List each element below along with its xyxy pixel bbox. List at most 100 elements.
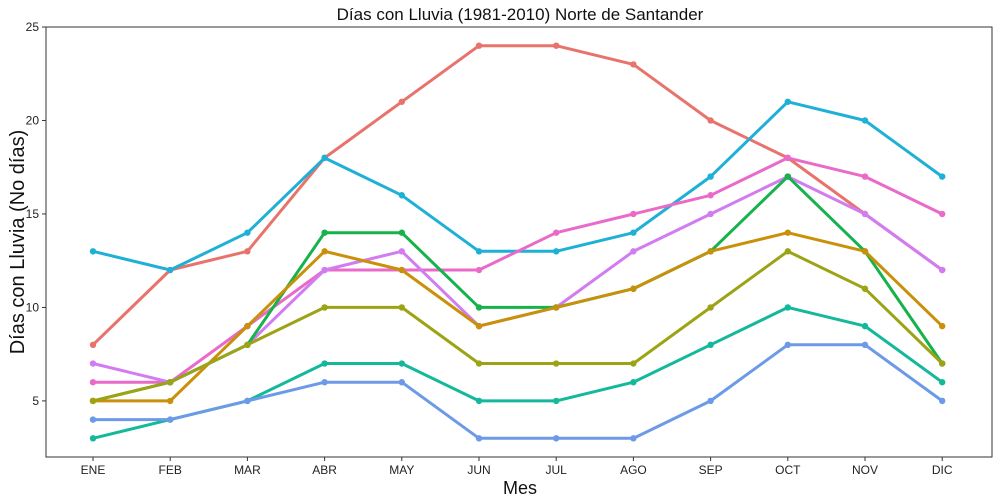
data-point: [475, 397, 483, 405]
data-point: [244, 322, 251, 330]
data-point: [244, 229, 251, 236]
data-point: [707, 210, 714, 218]
series-line: [91, 156, 944, 384]
y-tick-label: 5: [32, 394, 39, 408]
data-point: [861, 117, 869, 124]
data-point: [553, 397, 560, 405]
series-line: [91, 44, 944, 347]
data-point: [939, 210, 946, 218]
data-point: [89, 379, 97, 386]
data-point: [167, 379, 174, 386]
y-axis-label: Días con Lluvia (No días): [7, 130, 29, 355]
data-point: [553, 229, 560, 236]
data-point: [89, 341, 97, 349]
data-point: [244, 341, 251, 349]
series-layer: [89, 42, 946, 442]
data-point: [553, 435, 560, 442]
plot-panel: [45, 26, 993, 458]
x-tick-label: MAY: [389, 463, 414, 477]
y-tick-label: 25: [26, 20, 40, 34]
data-point: [630, 61, 637, 68]
x-tick-label: ABR: [312, 463, 337, 477]
series-line: [91, 175, 944, 403]
data-point: [89, 248, 97, 255]
y-tick-label: 10: [26, 300, 40, 314]
data-point: [939, 379, 946, 386]
data-point: [398, 304, 405, 311]
data-point: [939, 360, 946, 367]
data-point: [321, 266, 328, 274]
data-point: [784, 248, 791, 255]
data-point: [707, 341, 714, 349]
series-8: [89, 304, 946, 442]
data-point: [784, 304, 791, 311]
data-point: [861, 210, 869, 218]
x-tick-label: JUL: [546, 463, 568, 477]
series-6: [89, 229, 946, 405]
data-point: [475, 42, 483, 49]
x-tick-label: DIC: [932, 463, 953, 477]
x-tick-label: ENE: [81, 463, 106, 477]
data-point: [89, 397, 97, 405]
data-point: [861, 248, 869, 255]
data-point: [630, 435, 637, 442]
data-point: [630, 360, 637, 367]
data-point: [398, 360, 405, 367]
data-point: [244, 248, 251, 255]
data-point: [784, 341, 791, 349]
x-tick-label: MAR: [234, 463, 261, 477]
data-point: [321, 379, 328, 386]
data-point: [861, 173, 869, 180]
series-2: [89, 98, 946, 274]
data-point: [784, 98, 791, 105]
data-point: [321, 229, 328, 236]
data-point: [167, 397, 174, 405]
data-point: [398, 98, 405, 105]
data-point: [398, 229, 405, 236]
data-point: [939, 322, 946, 330]
data-point: [167, 266, 174, 274]
data-point: [939, 397, 946, 405]
y-tick-label: 20: [26, 113, 40, 127]
data-point: [630, 210, 637, 218]
data-point: [630, 248, 637, 255]
data-point: [167, 416, 174, 423]
data-point: [321, 154, 328, 162]
chart-title: Días con Lluvia (1981-2010) Norte de San…: [337, 5, 704, 24]
data-point: [939, 266, 946, 274]
series-1: [89, 42, 946, 349]
series-line: [91, 100, 944, 272]
x-tick-label: SEP: [699, 463, 723, 477]
y-tick-label: 15: [26, 207, 40, 221]
data-point: [707, 117, 714, 124]
series-7: [89, 248, 946, 405]
data-point: [707, 248, 714, 255]
data-point: [553, 360, 560, 367]
series-line: [91, 249, 944, 403]
series-line: [91, 305, 944, 440]
series-line: [91, 231, 944, 403]
x-tick-label: JUN: [467, 463, 490, 477]
x-tick-label: FEB: [159, 463, 182, 477]
data-point: [398, 266, 405, 274]
data-point: [553, 304, 560, 311]
data-point: [475, 360, 483, 367]
x-tick-label: OCT: [775, 463, 801, 477]
data-point: [784, 173, 791, 180]
data-point: [321, 304, 328, 311]
data-point: [707, 304, 714, 311]
data-point: [475, 435, 483, 442]
data-point: [398, 192, 405, 199]
series-line: [91, 343, 944, 440]
data-point: [244, 397, 251, 405]
data-point: [475, 322, 483, 330]
series-5: [89, 173, 946, 405]
data-point: [89, 416, 97, 423]
data-point: [475, 248, 483, 255]
x-tick-label: AGO: [620, 463, 647, 477]
data-point: [784, 154, 791, 162]
data-point: [553, 42, 560, 49]
data-point: [861, 322, 869, 330]
x-axis-label: Mes: [503, 478, 537, 498]
